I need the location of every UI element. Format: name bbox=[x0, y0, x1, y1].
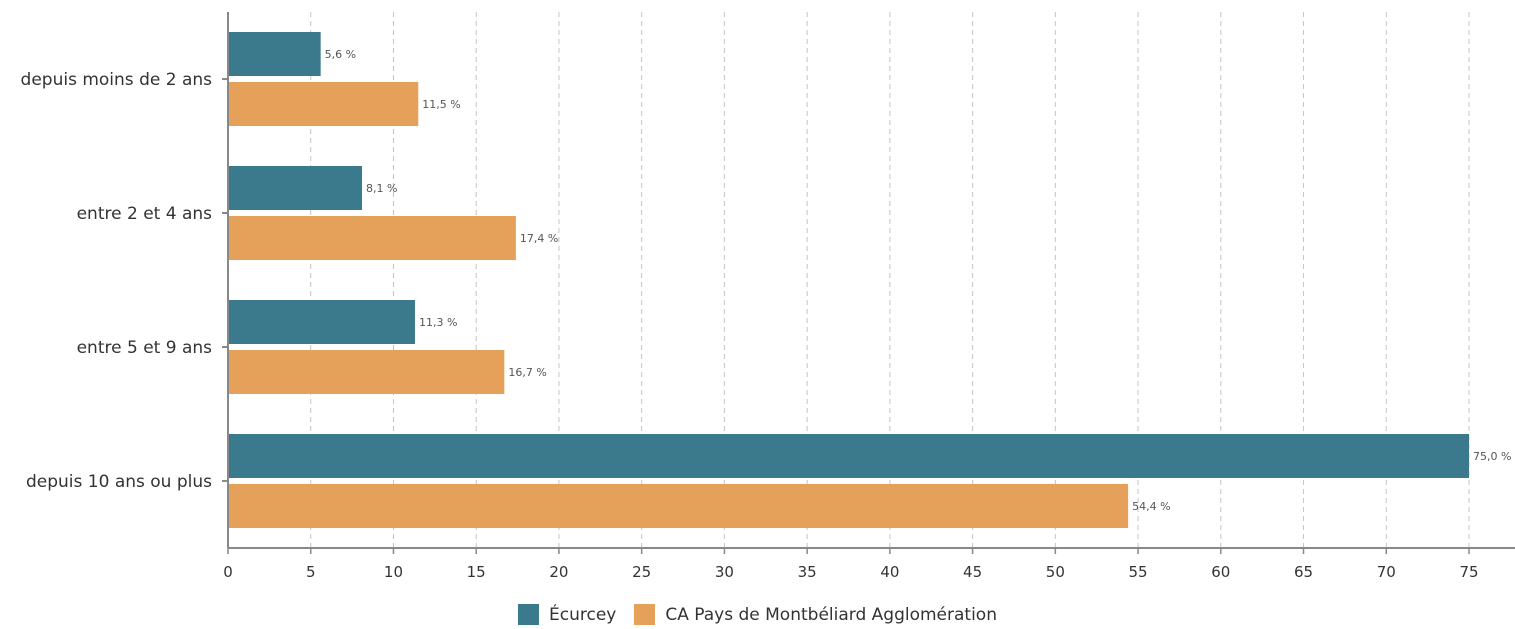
legend-swatch-ca-pays-de-montbeliard bbox=[634, 604, 656, 625]
x-axis-ticks: 0 5 10 15 20 25 30 35 40 45 50 55 60 65 70 75 bbox=[223, 548, 1479, 581]
bar-ca-pays-de-montbeliard bbox=[228, 216, 516, 260]
x-tick-label: 15 bbox=[467, 563, 486, 581]
category-label: entre 5 et 9 ans bbox=[77, 338, 213, 358]
bars: 5,6 % 11,5 % depuis moins de 2 ans 8,1 % 17,… bbox=[21, 32, 1511, 528]
bar-chart: 5,6 % 11,5 % depuis moins de 2 ans 8,1 % 17,… bbox=[21, 12, 1515, 581]
data-label: 11,3 % bbox=[419, 316, 457, 329]
x-tick-label: 30 bbox=[715, 563, 734, 581]
data-label: 5,6 % bbox=[325, 48, 356, 61]
x-tick-label: 20 bbox=[549, 563, 568, 581]
data-label: 8,1 % bbox=[366, 182, 397, 195]
data-label: 54,4 % bbox=[1132, 500, 1170, 513]
x-tick-label: 40 bbox=[880, 563, 899, 581]
x-tick-label: 60 bbox=[1211, 563, 1230, 581]
legend-label-ca-pays-de-montbeliard: CA Pays de Montbéliard Agglomération bbox=[665, 604, 997, 625]
legend-item-ecurcey[interactable]: Écurcey bbox=[518, 604, 616, 625]
x-tick-label: 5 bbox=[306, 563, 316, 581]
legend: Écurcey CA Pays de Montbéliard Aggloméra… bbox=[0, 604, 1515, 625]
category-label: depuis moins de 2 ans bbox=[21, 70, 213, 90]
x-tick-label: 0 bbox=[223, 563, 233, 581]
x-tick-label: 70 bbox=[1377, 563, 1396, 581]
x-tick-label: 55 bbox=[1129, 563, 1148, 581]
category-label: depuis 10 ans ou plus bbox=[26, 472, 212, 492]
x-tick-label: 25 bbox=[632, 563, 651, 581]
data-label: 11,5 % bbox=[422, 98, 460, 111]
x-tick-label: 10 bbox=[384, 563, 403, 581]
bar-ca-pays-de-montbeliard bbox=[228, 484, 1129, 528]
x-tick-label: 50 bbox=[1046, 563, 1065, 581]
legend-item-ca-pays-de-montbeliard[interactable]: CA Pays de Montbéliard Agglomération bbox=[634, 604, 997, 625]
data-label: 75,0 % bbox=[1473, 450, 1511, 463]
bar-ca-pays-de-montbeliard bbox=[228, 82, 419, 126]
x-tick-label: 65 bbox=[1294, 563, 1313, 581]
legend-label-ecurcey: Écurcey bbox=[549, 604, 617, 625]
bar-ecurcey bbox=[228, 300, 415, 344]
x-tick-label: 35 bbox=[798, 563, 817, 581]
bar-ecurcey bbox=[228, 32, 321, 76]
data-label: 16,7 % bbox=[508, 366, 546, 379]
category-label: entre 2 et 4 ans bbox=[77, 204, 213, 224]
bar-ca-pays-de-montbeliard bbox=[228, 350, 505, 394]
data-label: 17,4 % bbox=[520, 232, 558, 245]
x-tick-label: 75 bbox=[1459, 563, 1478, 581]
x-tick-label: 45 bbox=[963, 563, 982, 581]
bar-ecurcey bbox=[228, 434, 1469, 478]
legend-swatch-ecurcey bbox=[518, 604, 539, 625]
bar-ecurcey bbox=[228, 166, 363, 210]
